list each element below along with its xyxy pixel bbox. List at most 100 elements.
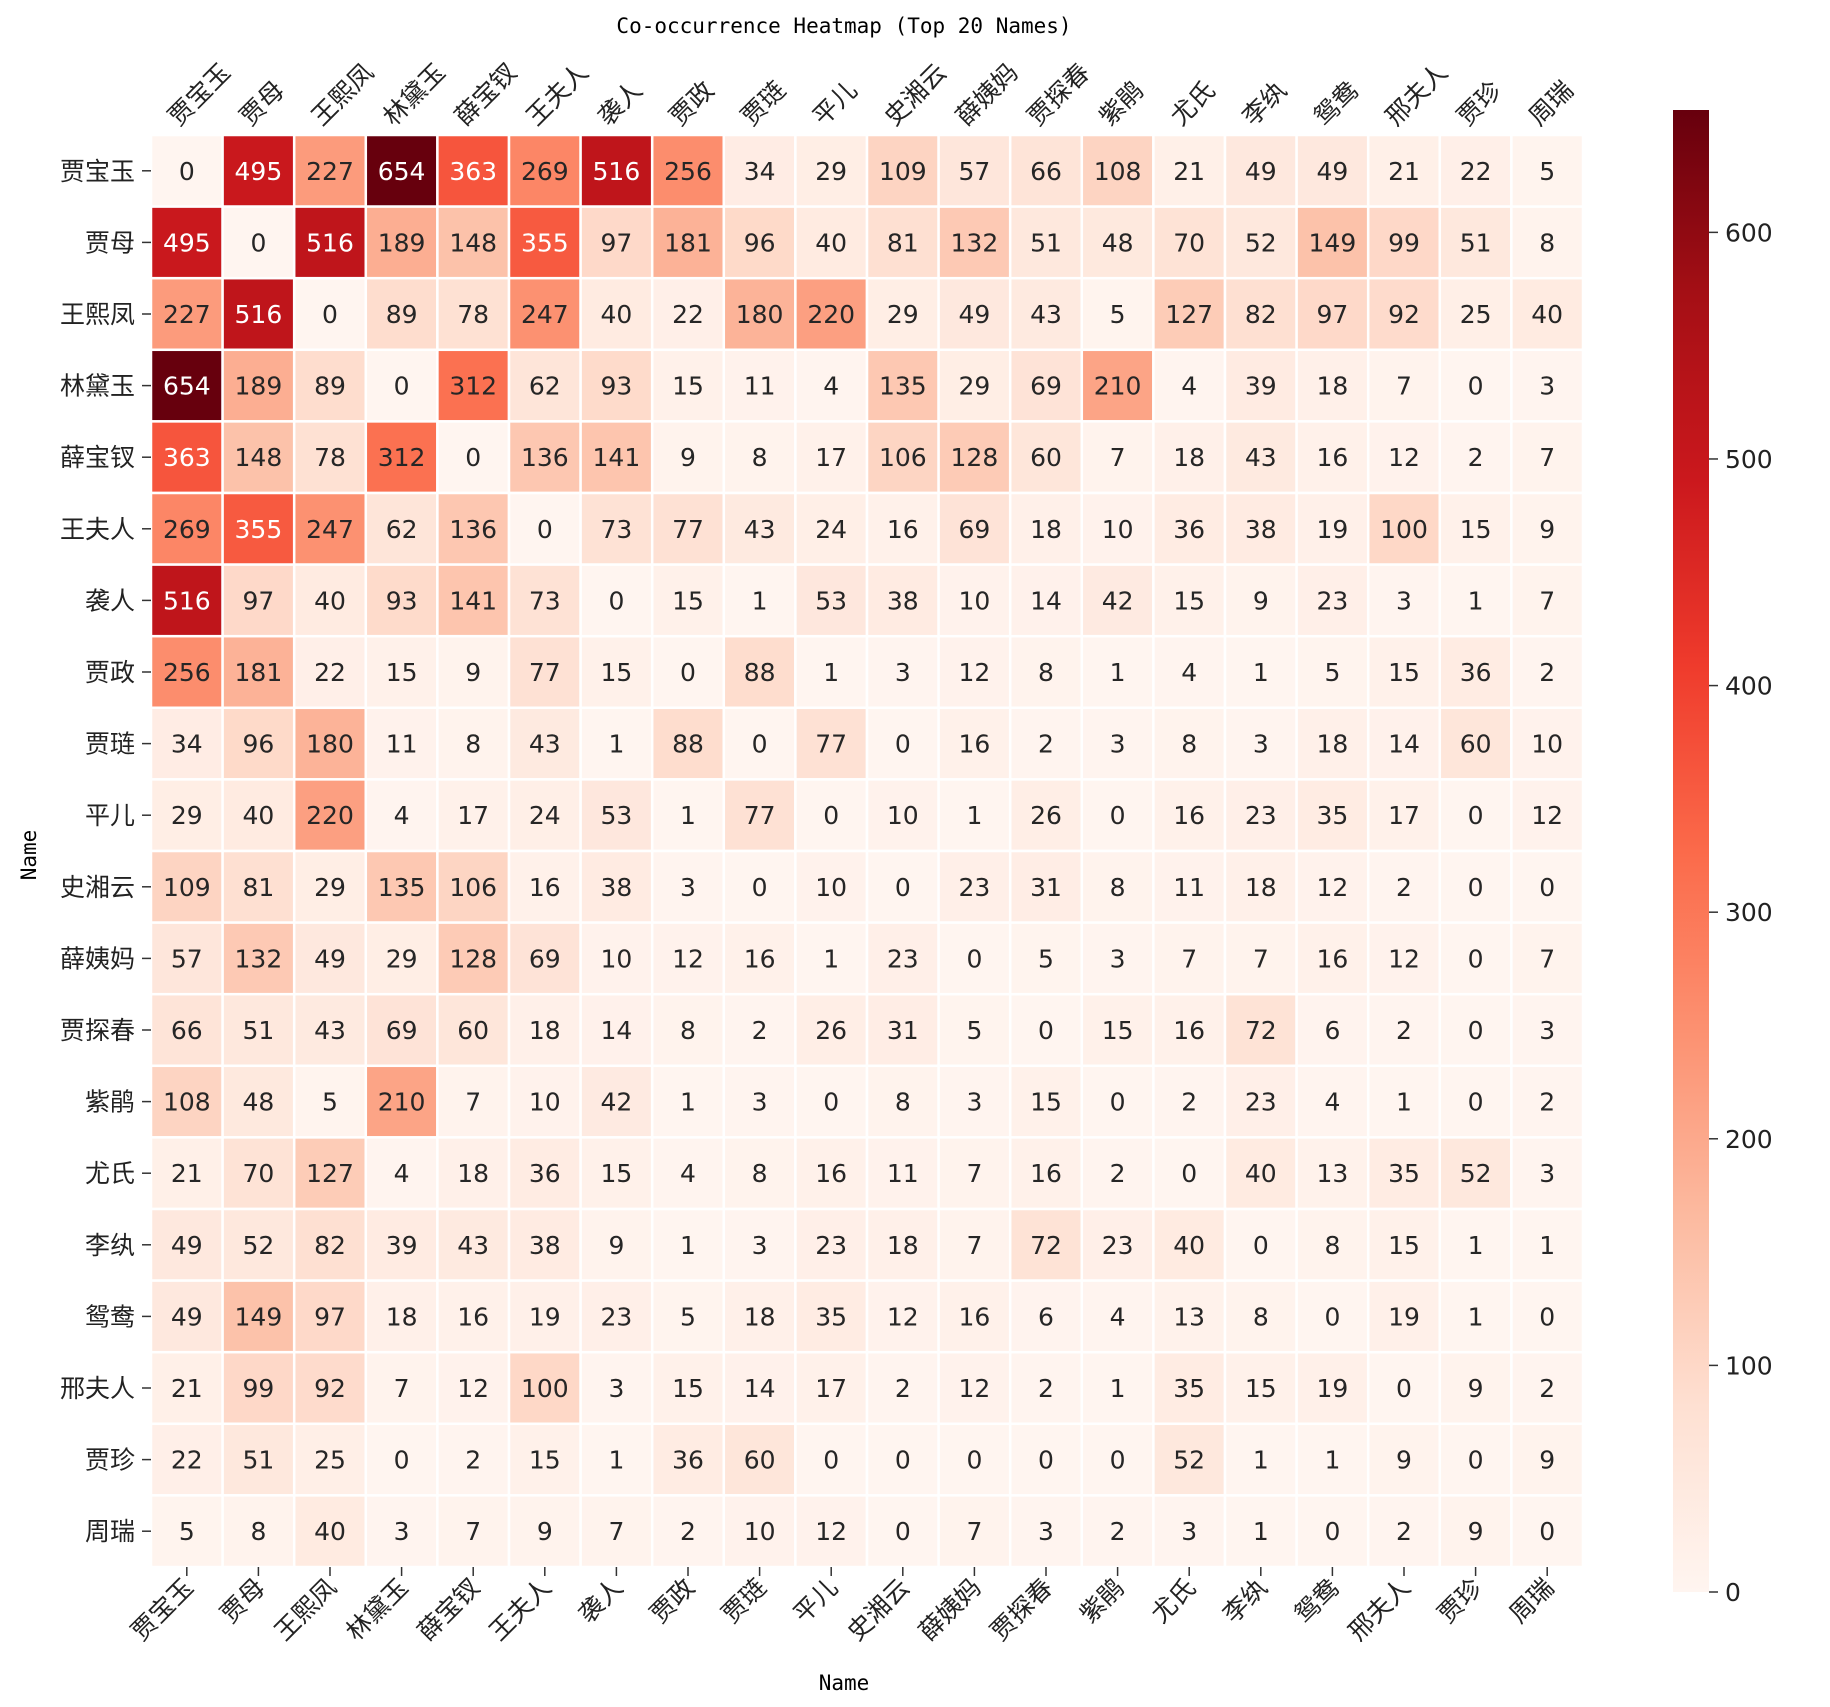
cell-value-label: 0 <box>1468 372 1484 401</box>
cell-value-label: 51 <box>242 1446 274 1475</box>
heatmap-cell <box>1008 276 1084 352</box>
heatmap-cell <box>937 1207 1012 1282</box>
cell-value-label: 2 <box>1539 1374 1555 1403</box>
cell-value-label: 10 <box>958 586 990 615</box>
cell-value-label: 12 <box>1316 873 1348 902</box>
heatmap-cell <box>937 348 1012 423</box>
cell-value-label: 29 <box>815 157 847 186</box>
cell-value-label: 0 <box>1038 1016 1054 1045</box>
heatmap-cell <box>722 1350 797 1426</box>
cell-value-label: 100 <box>521 1374 569 1403</box>
cell-value-label: 29 <box>386 944 418 973</box>
cell-value-label: 17 <box>457 801 489 830</box>
cell-value-label: 0 <box>322 300 338 329</box>
heatmap-cell <box>722 1422 797 1497</box>
heatmap-cell <box>1080 348 1155 423</box>
cell-value-label: 72 <box>1245 1016 1277 1045</box>
cell-value-label: 4 <box>823 372 839 401</box>
cell-value-label: 0 <box>823 1446 839 1475</box>
cell-value-label: 5 <box>1110 300 1126 329</box>
y-tick-label: 贾政 <box>85 658 135 687</box>
cell-value-label: 5 <box>680 1302 696 1331</box>
x-tick-label-top: 薛宝钗 <box>449 58 523 132</box>
cell-value-label: 40 <box>242 801 274 830</box>
cell-value-label: 23 <box>887 944 919 973</box>
heatmap-cell <box>436 634 511 710</box>
heatmap-cell <box>1080 133 1155 208</box>
heatmap-cell <box>221 778 296 853</box>
colorbar-tick-label: 400 <box>1725 672 1773 701</box>
heatmap-cell <box>149 348 224 423</box>
heatmap-cell <box>865 420 940 495</box>
cell-value-label: 0 <box>680 658 696 687</box>
heatmap-cell <box>1008 778 1084 853</box>
cell-value-label: 3 <box>1110 944 1126 973</box>
cell-value-label: 8 <box>895 1088 911 1117</box>
x-tick-label-bottom: 鸳鸯 <box>1289 1573 1345 1629</box>
cell-value-label: 148 <box>235 443 283 472</box>
cell-value-label: 88 <box>744 658 776 687</box>
cell-value-label: 0 <box>1324 1302 1340 1331</box>
cell-value-label: 247 <box>306 515 354 544</box>
cell-value-label: 2 <box>680 1517 696 1546</box>
cell-value-label: 3 <box>1396 586 1412 615</box>
heatmap-cell <box>221 491 296 566</box>
cell-value-label: 73 <box>529 586 561 615</box>
cell-value-label: 141 <box>449 586 497 615</box>
cell-value-label: 654 <box>378 157 426 186</box>
cell-value-label: 89 <box>386 300 418 329</box>
heatmap-cell <box>1152 276 1227 352</box>
colorbar-tick-label: 300 <box>1725 898 1773 927</box>
colorbar-tick-label: 0 <box>1725 1578 1741 1607</box>
heatmap-cell <box>1295 420 1370 495</box>
cell-value-label: 36 <box>672 1446 704 1475</box>
heatmap-cell <box>221 1136 296 1211</box>
cell-value-label: 100 <box>1380 515 1428 544</box>
cell-value-label: 0 <box>895 1517 911 1546</box>
cell-value-label: 9 <box>1539 515 1555 544</box>
heatmap-cell <box>650 276 726 352</box>
cell-value-label: 269 <box>521 157 569 186</box>
cell-value-label: 0 <box>394 372 410 401</box>
heatmap-cell <box>579 921 654 996</box>
cell-value-label: 3 <box>1253 730 1269 759</box>
cell-value-label: 16 <box>887 515 919 544</box>
cell-value-label: 1 <box>1468 1231 1484 1260</box>
cell-value-label: 43 <box>314 1016 346 1045</box>
x-tick-label-bottom: 史湘云 <box>841 1573 915 1647</box>
cell-value-label: 29 <box>171 801 203 830</box>
cell-value-label: 29 <box>887 300 919 329</box>
heatmap-cell <box>1223 1279 1298 1354</box>
cell-value-label: 7 <box>1539 944 1555 973</box>
cell-value-label: 24 <box>815 515 847 544</box>
heatmap-cell <box>1080 563 1155 638</box>
cell-value-label: 38 <box>887 586 919 615</box>
x-tick-label-top: 林黛玉 <box>377 58 451 132</box>
cell-value-label: 12 <box>1388 944 1420 973</box>
heatmap-cell <box>221 634 296 710</box>
x-tick-label-top: 袭人 <box>592 75 648 131</box>
heatmap-cell <box>1223 133 1298 208</box>
heatmap-cell <box>865 849 940 924</box>
heatmap-cell <box>1295 1136 1370 1211</box>
cell-value-label: 51 <box>242 1016 274 1045</box>
cell-value-label: 220 <box>306 801 354 830</box>
heatmap-cell <box>507 921 582 996</box>
cell-value-label: 1 <box>1468 586 1484 615</box>
cell-value-label: 52 <box>1460 1159 1492 1188</box>
cell-value-label: 2 <box>1181 1088 1197 1117</box>
cell-value-label: 25 <box>1460 300 1492 329</box>
cell-value-label: 12 <box>672 944 704 973</box>
cell-value-label: 0 <box>1396 1374 1412 1403</box>
heatmap-cell <box>1438 276 1513 352</box>
y-tick-label: 贾琏 <box>85 730 135 759</box>
cell-value-label: 108 <box>163 1088 211 1117</box>
cell-value-label: 26 <box>815 1016 847 1045</box>
cell-value-label: 96 <box>744 228 776 257</box>
cell-value-label: 516 <box>235 300 283 329</box>
cell-value-label: 26 <box>1030 801 1062 830</box>
heatmap-cell <box>436 1064 511 1139</box>
heatmap-cell <box>1438 849 1513 924</box>
cell-value-label: 14 <box>600 1016 632 1045</box>
cell-value-label: 42 <box>1102 586 1134 615</box>
